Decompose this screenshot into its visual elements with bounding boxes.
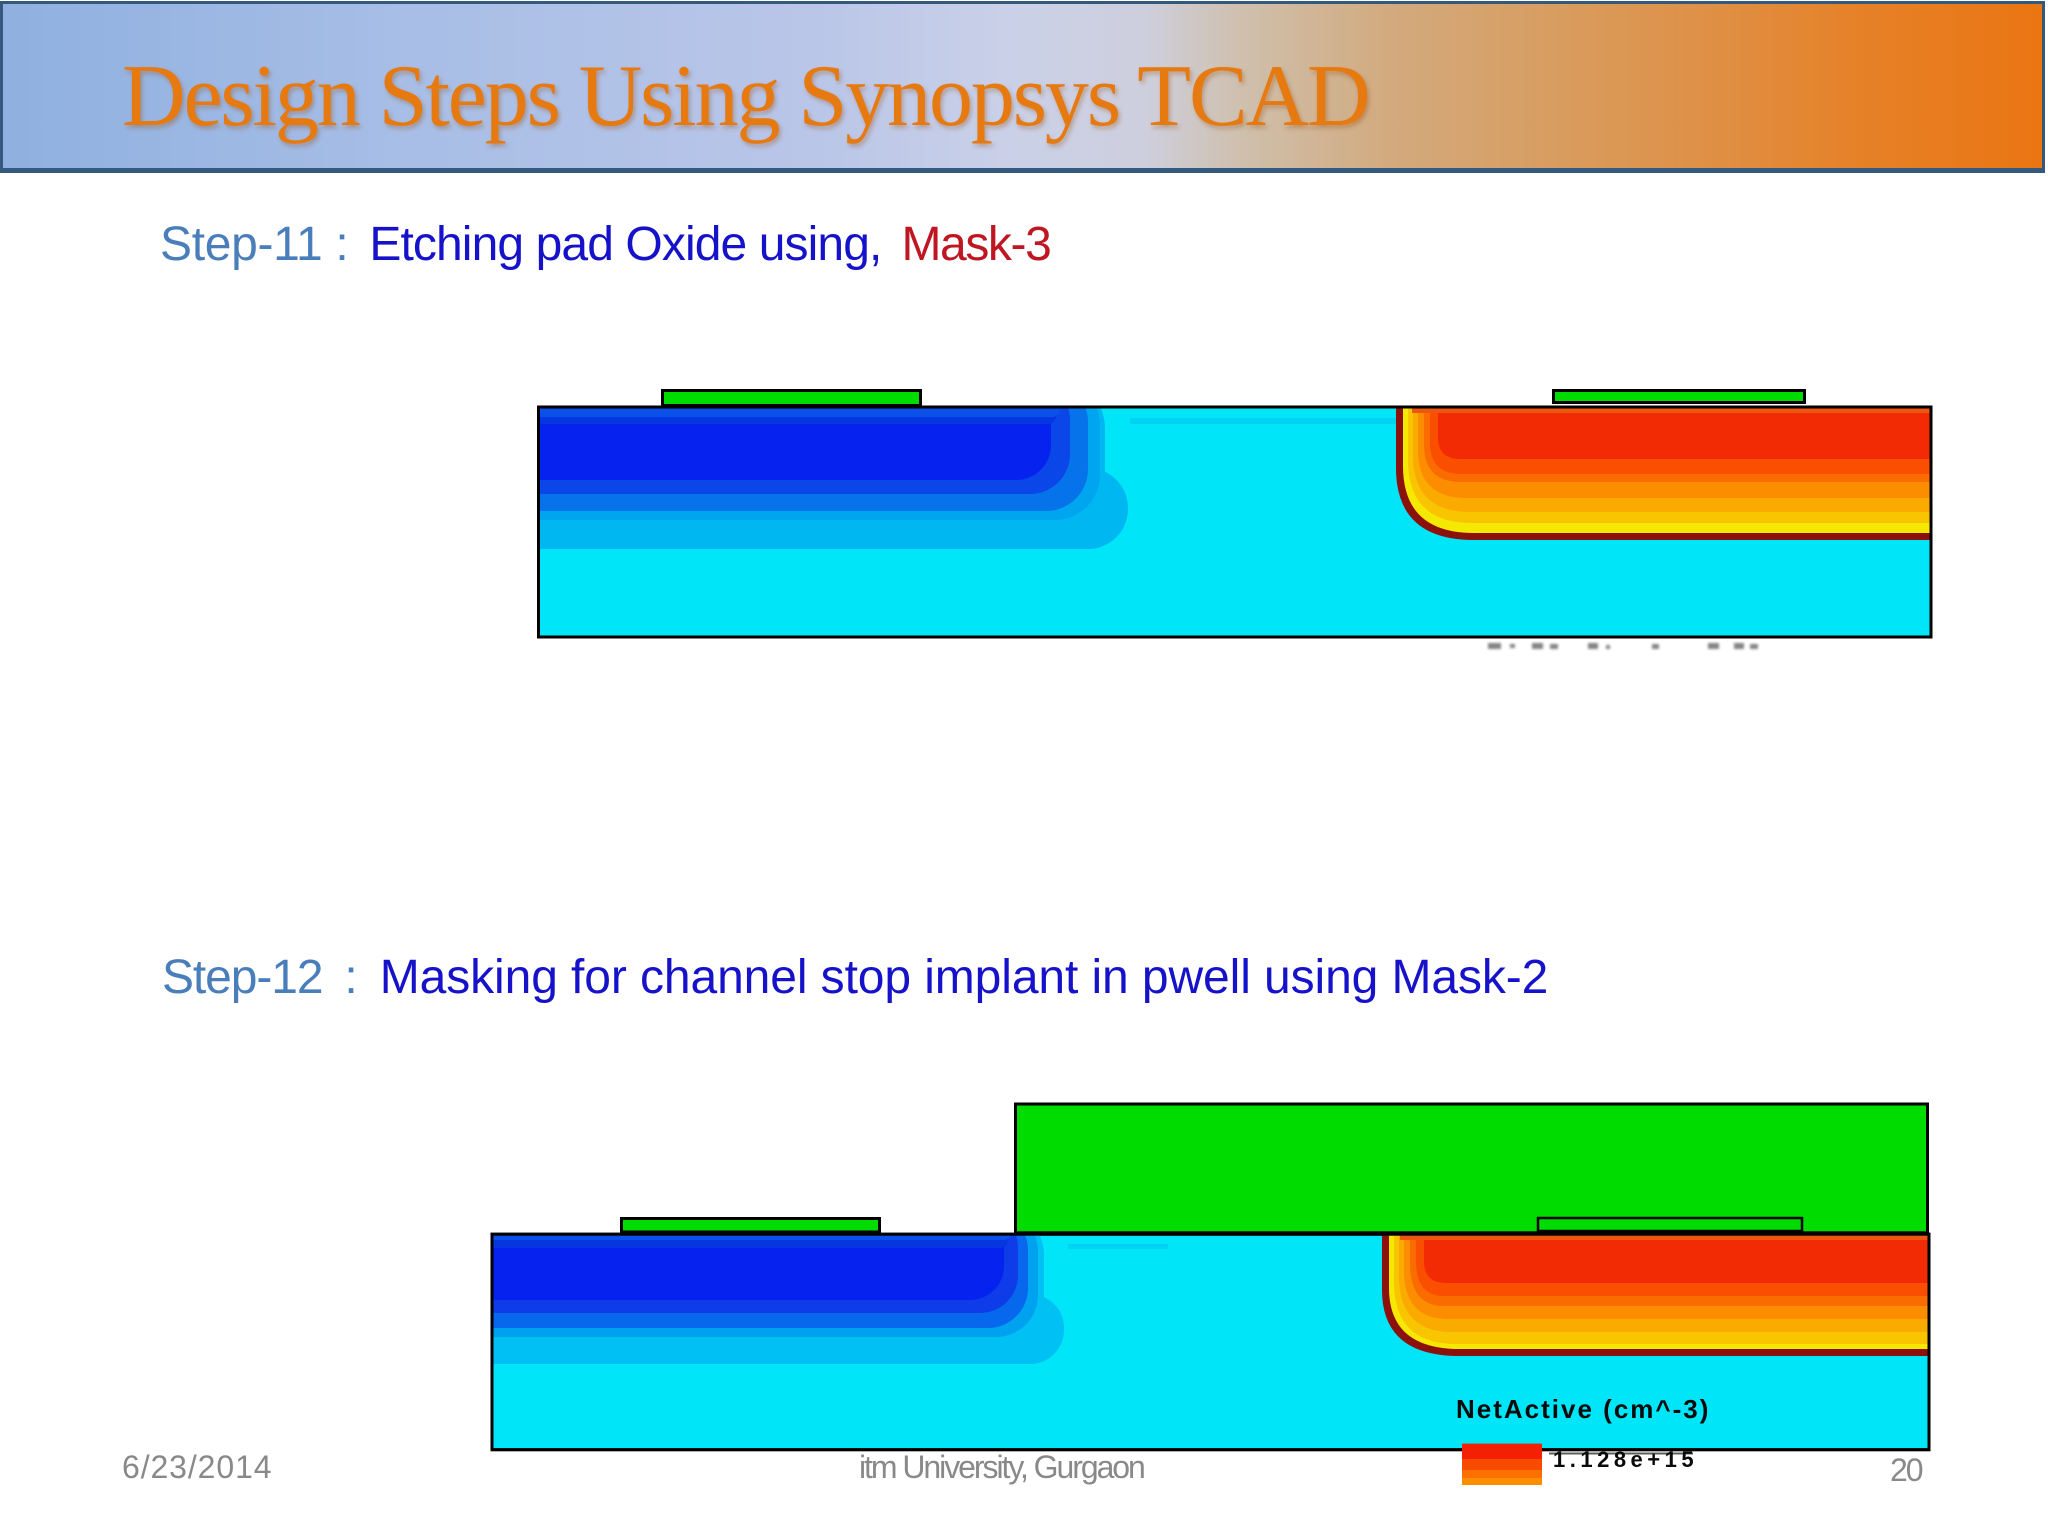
svg-text:NetActive (cm^-3): NetActive (cm^-3)	[1456, 1394, 1710, 1424]
svg-text:1.128e+15: 1.128e+15	[1553, 1447, 1698, 1472]
